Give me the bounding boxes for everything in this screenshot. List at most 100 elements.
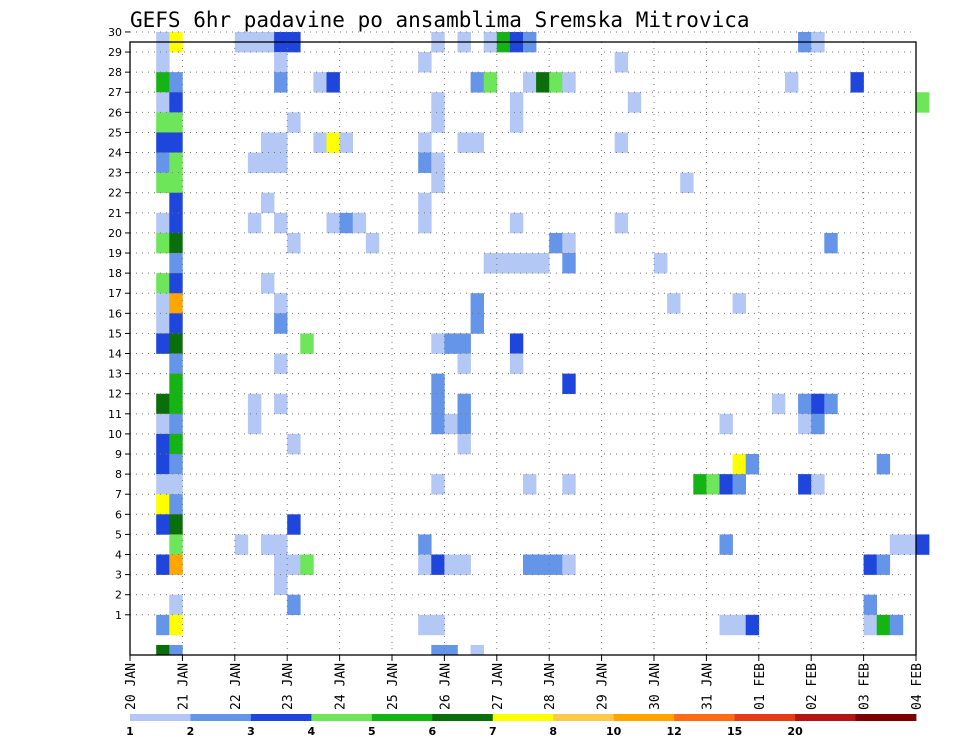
legend-label: 3 — [247, 725, 255, 738]
heatmap-cell — [156, 393, 170, 415]
heatmap-cell — [169, 273, 183, 294]
heatmap-cell — [247, 152, 262, 173]
heatmap-cell — [169, 554, 183, 575]
color-legend: 1 2 3 4 5 6 7 8 10 12 15 20 — [126, 714, 917, 738]
heatmap-cell — [431, 644, 445, 656]
heatmap-cell — [169, 474, 183, 495]
heatmap-cell — [470, 293, 484, 314]
y-tick-label: 19 — [108, 247, 122, 260]
heatmap-cell — [562, 253, 576, 274]
heatmap-cell — [431, 474, 445, 495]
heatmap-cell — [247, 212, 262, 234]
heatmap-cell — [287, 514, 301, 535]
heatmap-cell — [234, 534, 249, 555]
legend-swatch — [130, 714, 191, 721]
heatmap-cell — [431, 112, 445, 133]
y-tick-label: 17 — [108, 287, 122, 300]
heatmap-cell — [614, 52, 629, 73]
heatmap-cell — [876, 454, 891, 475]
heatmap-cell — [536, 72, 550, 93]
y-tick-label: 22 — [108, 187, 122, 200]
heatmap-cell — [457, 433, 471, 455]
heatmap-cell — [693, 474, 707, 495]
y-tick-label: 15 — [108, 327, 122, 340]
y-tick-label: 2 — [115, 589, 122, 602]
heatmap-cell — [156, 614, 170, 636]
heatmap-cell — [732, 293, 746, 314]
heatmap-cell — [156, 172, 170, 194]
heatmap-cell — [431, 614, 445, 636]
y-tick-label: 23 — [108, 167, 122, 180]
plot-frame — [129, 41, 917, 656]
heatmap-cell — [169, 253, 183, 274]
heatmap-cell — [562, 373, 576, 395]
heatmap-cell — [483, 72, 498, 93]
heatmap-cell — [457, 393, 471, 415]
heatmap-cell — [287, 594, 301, 616]
heatmap-cell — [156, 273, 170, 294]
heatmap-cell — [431, 393, 445, 415]
y-tick-label: 5 — [115, 528, 122, 541]
heatmap-cell — [261, 273, 275, 294]
heatmap-cell — [509, 333, 524, 354]
heatmap-cell — [156, 313, 170, 334]
heatmap-cell — [667, 293, 681, 314]
heatmap-cell — [287, 232, 301, 254]
x-tick-label: 31 JAN — [700, 663, 715, 710]
x-tick-label: 26 JAN — [438, 663, 453, 710]
heatmap-cell — [418, 192, 432, 214]
x-tick-label: 25 JAN — [386, 663, 401, 710]
heatmap-cell — [156, 52, 170, 73]
heatmap-cell — [483, 253, 498, 274]
heatmap-cell — [680, 172, 694, 194]
chart-axes: 1234567891011121314151617181920212223242… — [108, 26, 925, 710]
heatmap-cell — [496, 253, 511, 274]
heatmap-cell — [889, 614, 904, 636]
heatmap-cell — [169, 132, 183, 153]
heatmap-cell — [156, 494, 170, 515]
y-tick-label: 12 — [108, 388, 122, 401]
heatmap-cell — [352, 212, 367, 234]
heatmap-cell — [287, 554, 301, 575]
heatmap-cell — [798, 413, 812, 435]
heatmap-cell — [169, 313, 183, 334]
heatmap-cell — [169, 454, 183, 475]
y-tick-label: 8 — [115, 468, 122, 481]
heatmap-cell — [261, 132, 275, 153]
heatmap-cell — [431, 172, 445, 194]
heatmap-cell — [706, 474, 720, 495]
x-tick-label: 29 JAN — [596, 663, 611, 710]
heatmap-cell — [418, 534, 432, 555]
heatmap-cell — [274, 534, 288, 555]
heatmap-cell — [745, 454, 760, 475]
heatmap-cell — [326, 72, 340, 93]
heatmap-cell — [418, 212, 432, 234]
heatmap-cell — [654, 253, 668, 274]
heatmap-cells — [156, 31, 930, 656]
heatmap-cell — [169, 644, 183, 656]
heatmap-cell — [169, 534, 183, 555]
heatmap-cell — [274, 72, 288, 93]
heatmap-cell — [431, 554, 445, 575]
legend-label: 8 — [549, 725, 557, 738]
heatmap-cell — [339, 212, 353, 234]
heatmap-cell — [156, 644, 170, 656]
heatmap-cell — [509, 353, 524, 374]
heatmap-cell — [549, 72, 563, 93]
heatmap-cell — [470, 644, 484, 656]
heatmap-cell — [274, 353, 288, 374]
legend-swatch — [855, 714, 917, 721]
x-tick-label: 23 JAN — [281, 663, 296, 710]
y-tick-label: 14 — [108, 348, 122, 361]
heatmap-cell — [169, 293, 183, 314]
heatmap-cell — [274, 393, 288, 415]
x-tick-label: 20 JAN — [124, 663, 139, 710]
heatmap-cell — [287, 112, 301, 133]
heatmap-cell — [719, 413, 733, 435]
heatmap-cell — [313, 72, 327, 93]
heatmap-cell — [798, 393, 812, 415]
heatmap-cell — [562, 554, 576, 575]
heatmap-cell — [169, 614, 183, 636]
heatmap-cell — [549, 232, 563, 254]
heatmap-cell — [562, 232, 576, 254]
